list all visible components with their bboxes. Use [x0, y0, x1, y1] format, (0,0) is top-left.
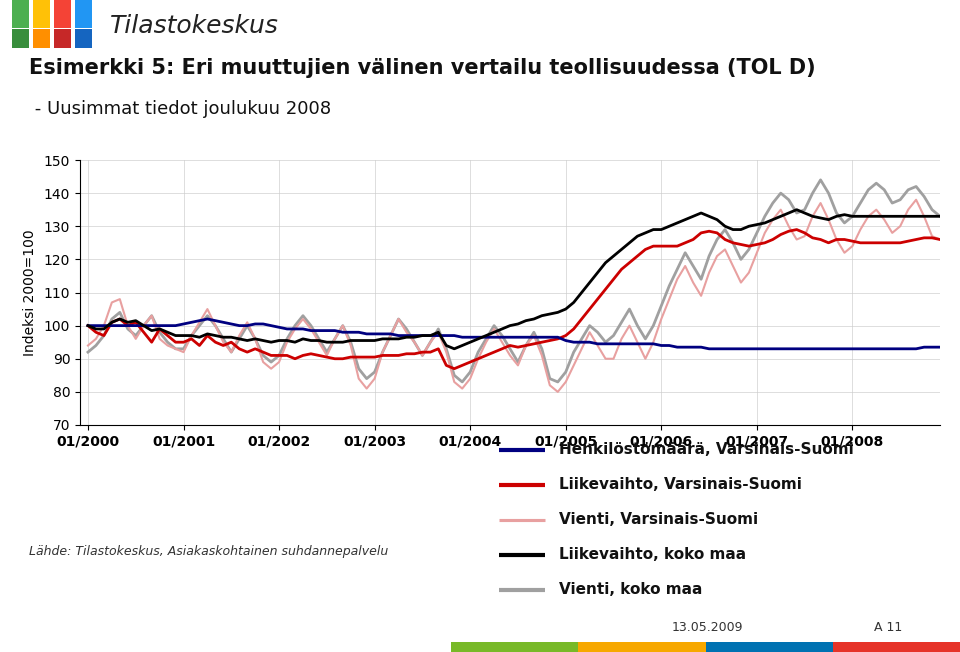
- Bar: [75, 0, 92, 27]
- Text: Tilastokeskus: Tilastokeskus: [110, 14, 279, 38]
- Bar: [578, 642, 706, 652]
- Bar: [12, 29, 29, 48]
- Bar: [12, 0, 29, 27]
- Bar: [706, 642, 833, 652]
- Y-axis label: Indeksi 2000=100: Indeksi 2000=100: [23, 230, 36, 356]
- Bar: [54, 0, 71, 27]
- Text: Henkilöstömäärä, Varsinais-Suomi: Henkilöstömäärä, Varsinais-Suomi: [559, 442, 853, 457]
- Bar: [75, 29, 92, 48]
- Text: Vienti, Varsinais-Suomi: Vienti, Varsinais-Suomi: [559, 512, 758, 527]
- Text: 13.05.2009: 13.05.2009: [672, 621, 743, 634]
- Text: Esimerkki 5: Eri muuttujien välinen vertailu teollisuudessa (TOL D): Esimerkki 5: Eri muuttujien välinen vert…: [29, 58, 815, 78]
- Text: A 11: A 11: [874, 621, 901, 634]
- Bar: [832, 642, 960, 652]
- Text: - Uusimmat tiedot joulukuu 2008: - Uusimmat tiedot joulukuu 2008: [29, 100, 331, 118]
- Text: Lähde: Tilastokeskus, Asiakaskohtainen suhdannepalvelu: Lähde: Tilastokeskus, Asiakaskohtainen s…: [29, 546, 388, 559]
- Bar: [33, 0, 50, 27]
- Text: Vienti, koko maa: Vienti, koko maa: [559, 582, 703, 597]
- Bar: [451, 642, 578, 652]
- Bar: [33, 29, 50, 48]
- Text: Liikevaihto, koko maa: Liikevaihto, koko maa: [559, 547, 746, 562]
- Bar: [54, 29, 71, 48]
- Text: Liikevaihto, Varsinais-Suomi: Liikevaihto, Varsinais-Suomi: [559, 477, 802, 492]
